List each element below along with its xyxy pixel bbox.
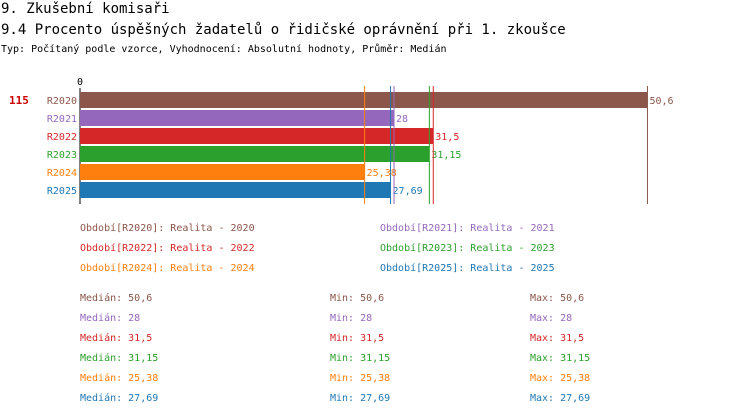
- highlight-value: 115: [9, 94, 29, 107]
- chart-meta-info: Typ: Počítaný podle vzorce, Vyhodnocení:…: [1, 44, 447, 55]
- bar-R2024: [80, 164, 365, 180]
- category-label-R2022: R2022: [47, 132, 77, 143]
- stat-median: Medián: 28: [80, 313, 141, 324]
- section-title: 9. Zkušební komisaři: [1, 1, 170, 17]
- value-label-R2022: 31,5: [435, 132, 459, 143]
- category-label-R2021: R2021: [47, 114, 77, 125]
- value-label-R2024: 25,38: [367, 168, 397, 179]
- stat-min: Min: 31,5: [330, 333, 385, 344]
- legend-item: Období[R2021]: Realita - 2021: [380, 223, 555, 234]
- category-label-R2025: R2025: [47, 186, 77, 197]
- legend-item: Období[R2020]: Realita - 2020: [80, 223, 255, 234]
- stat-max: Max: 25,38: [530, 373, 591, 384]
- stat-min: Min: 31,15: [330, 353, 391, 364]
- stat-min: Min: 50,6: [330, 293, 385, 304]
- legend-item: Období[R2023]: Realita - 2023: [380, 243, 555, 254]
- stat-max: Max: 27,69: [530, 393, 591, 404]
- bar-R2025: [80, 182, 391, 198]
- stat-median: Medián: 27,69: [80, 393, 159, 404]
- stat-max: Max: 31,5: [530, 333, 585, 344]
- category-label-R2024: R2024: [47, 168, 77, 179]
- stat-median: Medián: 31,15: [80, 353, 159, 364]
- stat-max: Max: 28: [530, 313, 573, 324]
- legend-item: Období[R2025]: Realita - 2025: [380, 263, 555, 274]
- stat-min: Min: 25,38: [330, 373, 391, 384]
- stat-median: Medián: 50,6: [80, 293, 153, 304]
- stat-median: Medián: 31,5: [80, 333, 153, 344]
- value-label-R2025: 27,69: [393, 186, 423, 197]
- stat-max: Max: 50,6: [530, 293, 585, 304]
- x-axis-zero-label: 0: [77, 77, 83, 88]
- value-label-R2020: 50,6: [649, 96, 673, 107]
- stat-max: Max: 31,15: [530, 353, 591, 364]
- bar-R2022: [80, 128, 434, 144]
- category-label-R2023: R2023: [47, 150, 77, 161]
- bar-R2023: [80, 146, 430, 162]
- value-label-R2023: 31,15: [431, 150, 461, 161]
- legend-item: Období[R2022]: Realita - 2022: [80, 243, 255, 254]
- value-label-R2021: 28: [396, 114, 408, 125]
- stat-median: Medián: 25,38: [80, 373, 159, 384]
- stat-min: Min: 28: [330, 313, 373, 324]
- bar-R2021: [80, 110, 395, 126]
- legend-item: Období[R2024]: Realita - 2024: [80, 263, 255, 274]
- category-label-R2020: R2020: [47, 96, 77, 107]
- stat-min: Min: 27,69: [330, 393, 391, 404]
- page-title: 9.4 Procento úspěšných žadatelů o řidičs…: [1, 22, 566, 38]
- bar-R2020: [80, 92, 648, 108]
